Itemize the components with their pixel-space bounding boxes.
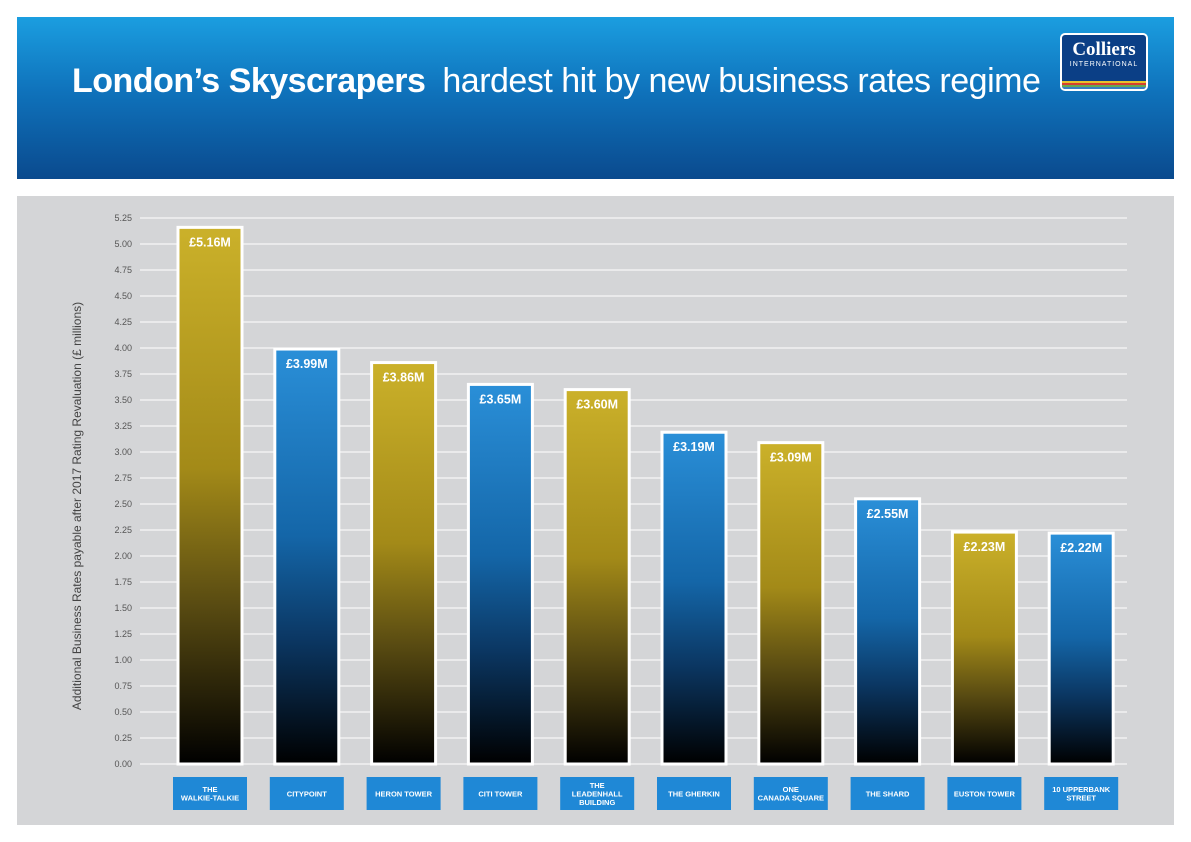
- y-tick-label: 0.25: [114, 733, 132, 743]
- bar: [176, 225, 244, 766]
- category-label-line: THE: [203, 785, 218, 794]
- bar-value-label: £2.23M: [964, 540, 1006, 554]
- logo-name: Colliers: [1072, 39, 1136, 60]
- y-tick-label: 4.00: [114, 343, 132, 353]
- y-tick-label: 5.00: [114, 239, 132, 249]
- category-label: CITI TOWER: [478, 789, 523, 798]
- y-tick-label: 0.75: [114, 681, 132, 691]
- title-rest: hardest hit by new business rates regime: [433, 62, 1041, 100]
- bar: [660, 430, 728, 766]
- bar: [950, 530, 1018, 766]
- y-tick-label: 1.50: [114, 603, 132, 613]
- y-tick-label: 0.00: [114, 759, 132, 769]
- category-label-box: [753, 777, 828, 810]
- y-tick-label: 3.75: [114, 369, 132, 379]
- logo-stripe-red: [1062, 83, 1146, 85]
- logo-stripe-blue: [1062, 87, 1146, 89]
- y-tick-label: 2.75: [114, 473, 132, 483]
- bar-value-label: £3.09M: [770, 451, 812, 465]
- bar: [563, 388, 631, 766]
- logo-sub: INTERNATIONAL: [1069, 61, 1139, 68]
- bar-value-label: £3.86M: [383, 371, 425, 385]
- bar: [854, 497, 922, 766]
- logo-stripe-yellow: [1062, 81, 1146, 83]
- colliers-logo: Colliers INTERNATIONAL: [1060, 33, 1148, 91]
- category-label-line: HERON TOWER: [375, 789, 433, 798]
- category-label-box: [850, 777, 925, 810]
- category-label-box: [366, 777, 441, 810]
- category-label-line: STREET: [1066, 794, 1096, 803]
- category-label-line: BUILDING: [579, 798, 615, 807]
- bar: [466, 382, 534, 766]
- category-label-box: [560, 777, 635, 810]
- category-label-line: THE: [590, 781, 605, 790]
- y-tick-label: 1.00: [114, 655, 132, 665]
- category-label: THE GHERKIN: [668, 789, 720, 798]
- bar: [370, 361, 438, 766]
- category-label-line: WALKIE-TALKIE: [181, 794, 239, 803]
- category-label-line: 10 UPPERBANK: [1052, 785, 1111, 794]
- category-label-line: THE SHARD: [866, 789, 910, 798]
- logo-stripes: [1062, 81, 1146, 89]
- category-label: THE SHARD: [866, 789, 910, 798]
- y-tick-label: 2.50: [114, 499, 132, 509]
- category-label-line: ONE: [783, 785, 799, 794]
- bar-chart: 0.00 0.25 0.50 0.75 1.00 1.25 1.50 1.75 2.00 2.25…: [70, 213, 1127, 810]
- y-tick-label: 1.75: [114, 577, 132, 587]
- bar: [1047, 531, 1115, 766]
- y-tick-label: 4.50: [114, 291, 132, 301]
- category-label: CITYPOINT: [287, 789, 327, 798]
- y-tick-label: 2.25: [114, 525, 132, 535]
- category-label-line: THE GHERKIN: [668, 789, 720, 798]
- bar: [273, 347, 341, 766]
- category-label: ONE CANADA SQUARE: [758, 785, 824, 803]
- category-label-box: [269, 777, 344, 810]
- category-label: 10 UPPERBANK STREET: [1052, 785, 1111, 803]
- category-label: THE LEADENHALL BUILDING: [572, 781, 623, 807]
- y-tick-label: 4.25: [114, 317, 132, 327]
- category-label-box: [173, 777, 247, 810]
- category-label-box: [1044, 777, 1119, 810]
- category-label: HERON TOWER: [375, 789, 433, 798]
- category-label-line: CITI TOWER: [478, 789, 523, 798]
- bar-value-label: £3.60M: [576, 398, 618, 412]
- bar-value-label: £5.16M: [189, 235, 231, 249]
- category-label-line: CITYPOINT: [287, 789, 327, 798]
- title-bold: London’s Skyscrapers: [72, 62, 426, 100]
- logo-stripe-green: [1062, 85, 1146, 87]
- y-tick-label: 2.00: [114, 551, 132, 561]
- y-tick-label: 3.25: [114, 421, 132, 431]
- y-tick-label: 3.50: [114, 395, 132, 405]
- category-label: THE WALKIE-TALKIE: [181, 785, 239, 803]
- bar-value-label: £2.22M: [1060, 541, 1102, 555]
- bar: [757, 441, 825, 766]
- category-label-box: [657, 777, 731, 810]
- category-label-box: [947, 777, 1022, 810]
- bar-value-label: £3.65M: [480, 392, 522, 406]
- y-tick-label: 4.75: [114, 265, 132, 275]
- y-tick-label: 1.25: [114, 629, 132, 639]
- category-label-box: [463, 777, 538, 810]
- chart-panel: 0.00 0.25 0.50 0.75 1.00 1.25 1.50 1.75 2.00 2.25…: [17, 196, 1174, 825]
- bar-value-label: £3.19M: [673, 440, 715, 454]
- y-tick-label: 0.50: [114, 707, 132, 717]
- bar-value-label: £3.99M: [286, 357, 328, 371]
- y-axis-label: Additional Business Rates payable after …: [70, 302, 84, 710]
- category-label-line: LEADENHALL: [572, 789, 623, 798]
- bar-value-label: £2.55M: [867, 507, 909, 521]
- category-label-line: EUSTON TOWER: [954, 789, 1016, 798]
- category-label-line: CANADA SQUARE: [758, 794, 824, 803]
- category-label: EUSTON TOWER: [954, 789, 1016, 798]
- y-tick-label: 5.25: [114, 213, 132, 223]
- y-tick-label: 3.00: [114, 447, 132, 457]
- page-title: London’s Skyscrapers hardest hit by new …: [72, 62, 1041, 101]
- header-banner: London’s Skyscrapers hardest hit by new …: [17, 17, 1174, 179]
